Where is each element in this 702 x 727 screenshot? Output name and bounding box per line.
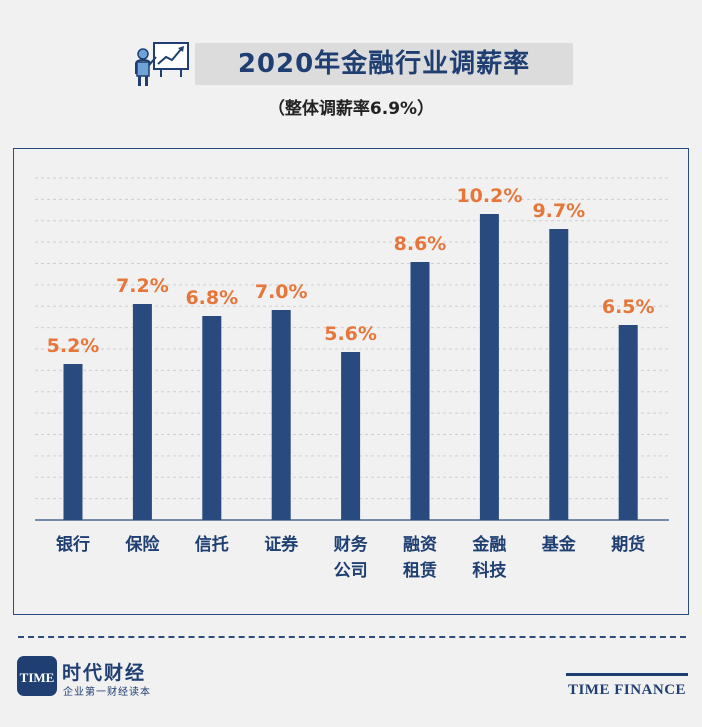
bar (479, 214, 499, 520)
category-label: 金融 (471, 534, 506, 555)
category-label: 证券 (264, 534, 299, 555)
bar (341, 352, 361, 520)
brand-en-bar (566, 673, 688, 676)
bar-value-label: 5.2% (47, 335, 100, 357)
time-logo-icon: TIME (17, 656, 57, 696)
category-label: 基金 (541, 534, 577, 555)
bar-value-label: 6.5% (602, 296, 655, 318)
category-label: 融资 (403, 534, 437, 555)
logo-badge-text: TIME (20, 670, 55, 685)
category-label: 信托 (195, 534, 229, 555)
bar-value-label: 7.2% (116, 275, 169, 297)
brand-name-en: TIME FINANCE (567, 682, 687, 698)
category-label: 银行 (56, 534, 90, 555)
bar (132, 304, 152, 520)
category-label: 租赁 (403, 560, 437, 581)
bar (202, 316, 222, 520)
category-label: 科技 (472, 560, 507, 581)
brand-name-cn: 时代财经 (62, 662, 147, 684)
bar (618, 325, 638, 520)
bar-value-label: 10.2% (456, 185, 522, 207)
chart-value-labels: 5.2% 7.2% 6.8% 7.0% 5.6% 8.6% 10.2% 9.7% 6.5% (47, 185, 655, 357)
category-label: 保险 (124, 534, 160, 555)
bar (549, 229, 569, 520)
bar-value-label: 7.0% (255, 281, 308, 303)
presentation-icon (135, 42, 189, 86)
bar-value-label: 9.7% (532, 200, 585, 222)
brand-slogan: 企业第一财经读本 (63, 687, 151, 698)
bar-chart: 5.2% 7.2% 6.8% 7.0% 5.6% 8.6% 10.2% 9.7% 6.5% 银行… (35, 177, 669, 581)
category-label: 期货 (611, 534, 645, 555)
bar-value-label: 6.8% (185, 287, 238, 309)
footer-divider (18, 636, 686, 638)
chart-bars (63, 214, 638, 520)
title-background (195, 43, 573, 85)
page-title: 2020年金融行业调薪率 (237, 49, 531, 79)
bar-value-label: 5.6% (324, 323, 377, 345)
bar (410, 262, 430, 520)
bar-value-label: 8.6% (394, 233, 447, 255)
category-label: 公司 (334, 561, 368, 581)
page-subtitle: （整体调薪率6.9%） (267, 99, 435, 119)
bar (63, 364, 83, 520)
category-label: 财务 (333, 534, 369, 555)
bar (271, 310, 291, 520)
